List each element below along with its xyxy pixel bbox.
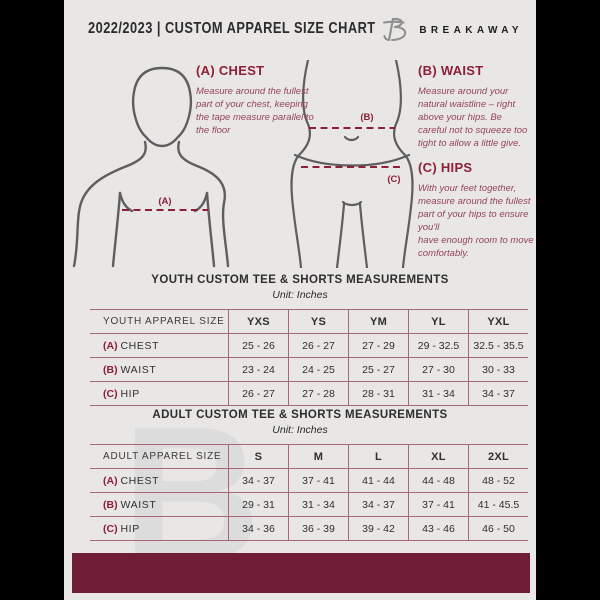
adult-size-table: ADULT APPAREL SIZE S M L XL 2XL (A) CHES… <box>90 444 528 541</box>
youth-section-title: YOUTH CUSTOM TEE & SHORTS MEASUREMENTS <box>151 274 449 286</box>
row-marker: (B) <box>103 363 118 376</box>
adult-unit-label: Unit: Inches <box>272 424 328 436</box>
column-header: XL <box>408 444 469 469</box>
table-cell: 26 - 27 <box>288 333 349 358</box>
table-cell: 27 - 28 <box>288 381 349 406</box>
row-label-cell: (B) WAIST <box>90 492 229 517</box>
column-header: S <box>228 444 289 469</box>
row-label: CHEST <box>120 474 160 487</box>
row-label-cell: (C) HIP <box>90 516 229 541</box>
column-header: 2XL <box>468 444 528 469</box>
chest-body-text: Measure around the fullest part of your … <box>196 86 314 136</box>
table-cell: 36 - 39 <box>288 516 349 541</box>
row-marker: (C) <box>103 387 118 400</box>
table-cell: 39 - 42 <box>348 516 409 541</box>
breakaway-logo-icon <box>383 17 407 42</box>
table-cell: 28 - 31 <box>348 381 409 406</box>
logo-bottom-bowl <box>391 25 407 42</box>
column-header: M <box>288 444 349 469</box>
row-label: HIP <box>120 522 140 535</box>
row-marker: (A) <box>103 339 118 352</box>
hips-marker-label: (C) <box>387 174 400 185</box>
document-title: 2022/2023 | CUSTOM APPAREL SIZE CHART <box>88 20 376 37</box>
table-header-row: ADULT APPAREL SIZE S M L XL 2XL <box>90 444 528 469</box>
torso-figure: (A) <box>72 66 230 268</box>
table-row: (A) CHEST 34 - 37 37 - 41 41 - 44 44 - 4… <box>90 468 528 493</box>
footer-accent-bar <box>72 553 530 593</box>
row-label: HIP <box>120 387 140 400</box>
size-chart-document: B 2022/2023 | CUSTOM APPAREL SIZE CHART … <box>64 0 536 600</box>
waist-heading: (B) WAIST <box>418 63 484 78</box>
row-label-cell: (C) HIP <box>90 381 229 406</box>
column-header: YXS <box>228 309 289 334</box>
table-row: (C) HIP 34 - 36 36 - 39 39 - 42 43 - 46 … <box>90 516 528 541</box>
column-header: YL <box>408 309 469 334</box>
adult-size-column-header: ADULT APPAREL SIZE <box>90 444 229 469</box>
hips-instruction: (C) HIPS With your feet together, measur… <box>418 160 536 260</box>
column-header: YXL <box>468 309 528 334</box>
table-cell: 32.5 - 35.5 <box>468 333 528 358</box>
table-cell: 30 - 33 <box>468 357 528 382</box>
youth-unit-label: Unit: Inches <box>272 289 328 301</box>
table-cell: 24 - 25 <box>288 357 349 382</box>
table-cell: 37 - 41 <box>408 492 469 517</box>
table-cell: 31 - 34 <box>288 492 349 517</box>
table-cell: 23 - 24 <box>228 357 289 382</box>
row-label: CHEST <box>120 339 160 352</box>
lower-body-figure: (B) (C) <box>290 60 414 268</box>
table-cell: 34 - 37 <box>228 468 289 493</box>
table-row: (B) WAIST 23 - 24 24 - 25 25 - 27 27 - 3… <box>90 357 528 382</box>
adult-section-title: ADULT CUSTOM TEE & SHORTS MEASUREMENTS <box>152 409 448 421</box>
table-header-row: YOUTH APPAREL SIZE YXS YS YM YL YXL <box>90 309 528 334</box>
logo-crossbar <box>383 20 405 24</box>
table-cell: 34 - 37 <box>348 492 409 517</box>
row-label-cell: (A) CHEST <box>90 333 229 358</box>
hips-heading: (C) HIPS <box>418 160 473 175</box>
column-header: L <box>348 444 409 469</box>
table-cell: 26 - 27 <box>228 381 289 406</box>
table-row: (C) HIP 26 - 27 27 - 28 28 - 31 31 - 34 … <box>90 381 528 406</box>
youth-size-column-header: YOUTH APPAREL SIZE <box>90 309 229 334</box>
table-cell: 37 - 41 <box>288 468 349 493</box>
table-cell: 25 - 27 <box>348 357 409 382</box>
waist-marker-label: (B) <box>360 112 373 123</box>
brand-name: BREAKAWAY <box>419 24 523 36</box>
chest-marker-label: (A) <box>158 196 171 207</box>
row-label: WAIST <box>120 498 157 511</box>
column-header: YS <box>288 309 349 334</box>
table-cell: 43 - 46 <box>408 516 469 541</box>
table-cell: 29 - 31 <box>228 492 289 517</box>
brand-lockup: BREAKAWAY <box>382 16 523 44</box>
table-cell: 34 - 37 <box>468 381 528 406</box>
table-cell: 25 - 26 <box>228 333 289 358</box>
table-cell: 27 - 30 <box>408 357 469 382</box>
lower-body-outline <box>290 60 414 268</box>
chest-heading: (A) CHEST <box>196 63 265 78</box>
row-marker: (C) <box>103 522 118 535</box>
row-label-cell: (A) CHEST <box>90 468 229 493</box>
table-row: (A) CHEST 25 - 26 26 - 27 27 - 29 29 - 3… <box>90 333 528 358</box>
table-cell: 46 - 50 <box>468 516 528 541</box>
waist-body-text: Measure around your natural waistline – … <box>418 86 528 149</box>
hips-body-text: With your feet together, measure around … <box>418 183 534 259</box>
table-cell: 44 - 48 <box>408 468 469 493</box>
table-row: (B) WAIST 29 - 31 31 - 34 34 - 37 37 - 4… <box>90 492 528 517</box>
waist-instruction: (B) WAIST Measure around your natural wa… <box>418 63 530 150</box>
table-cell: 31 - 34 <box>408 381 469 406</box>
table-cell: 48 - 52 <box>468 468 528 493</box>
table-cell: 41 - 44 <box>348 468 409 493</box>
table-cell: 34 - 36 <box>228 516 289 541</box>
table-cell: 29 - 32.5 <box>408 333 469 358</box>
row-label: WAIST <box>120 363 157 376</box>
row-marker: (A) <box>103 474 118 487</box>
table-cell: 27 - 29 <box>348 333 409 358</box>
table-cell: 41 - 45.5 <box>468 492 528 517</box>
row-label-cell: (B) WAIST <box>90 357 229 382</box>
logo-curl <box>383 34 391 42</box>
youth-size-table: YOUTH APPAREL SIZE YXS YS YM YL YXL (A) … <box>90 309 528 406</box>
column-header: YM <box>348 309 409 334</box>
row-marker: (B) <box>103 498 118 511</box>
chest-instruction: (A) CHEST Measure around the fullest par… <box>196 63 314 137</box>
